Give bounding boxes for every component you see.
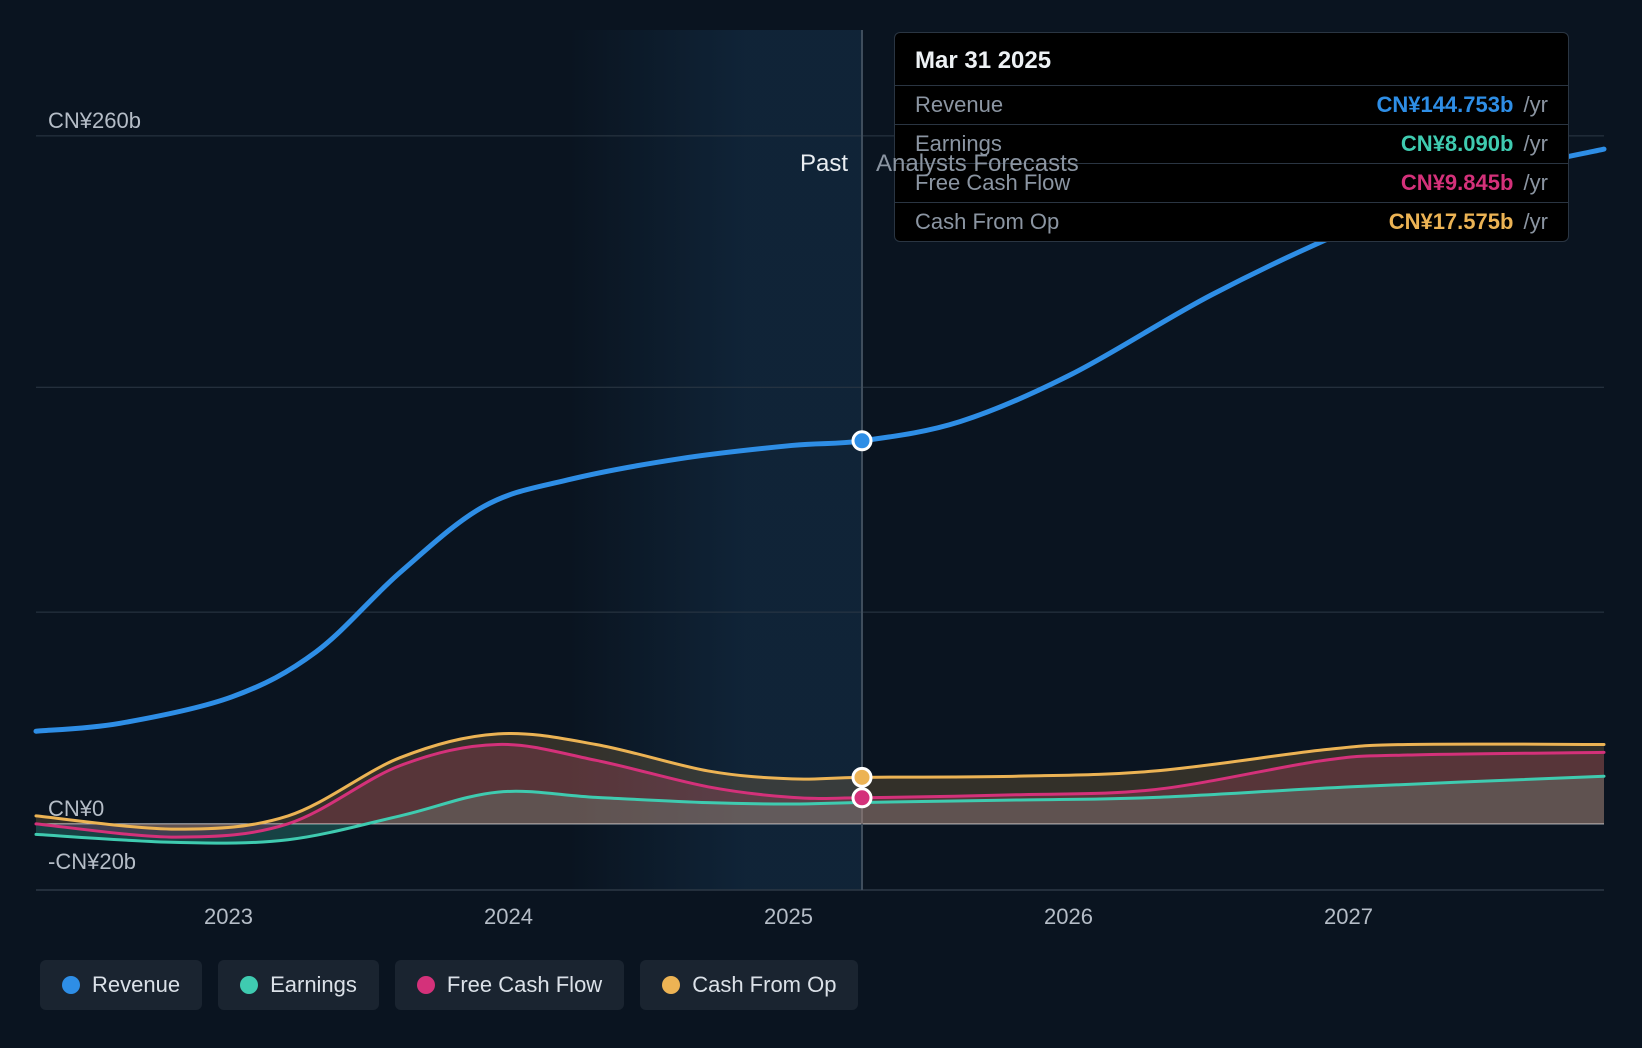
legend-item-cash_from_op[interactable]: Cash From Op xyxy=(640,960,858,1010)
tooltip-row-value: CN¥8.090b /yr xyxy=(1401,131,1548,157)
tooltip-row-value: CN¥144.753b /yr xyxy=(1376,92,1548,118)
legend-item-free_cash_flow[interactable]: Free Cash Flow xyxy=(395,960,624,1010)
legend-item-label: Earnings xyxy=(270,972,357,998)
legend-item-label: Cash From Op xyxy=(692,972,836,998)
legend-item-revenue[interactable]: Revenue xyxy=(40,960,202,1010)
x-tick-label: 2027 xyxy=(1324,904,1373,930)
forecast-label: Analysts Forecasts xyxy=(876,150,1079,178)
tooltip-row-value: CN¥9.845b /yr xyxy=(1401,170,1548,196)
y-tick-label: -CN¥20b xyxy=(48,849,136,875)
past-label: Past xyxy=(800,150,848,178)
legend-dot-icon xyxy=(62,976,80,994)
legend-dot-icon xyxy=(417,976,435,994)
tooltip-row: Revenue CN¥144.753b /yr xyxy=(895,86,1568,125)
tooltip-row-label: Revenue xyxy=(915,92,1003,118)
legend-item-earnings[interactable]: Earnings xyxy=(218,960,379,1010)
tooltip-row-value: CN¥17.575b /yr xyxy=(1389,209,1548,235)
x-tick-label: 2024 xyxy=(484,904,533,930)
chart-legend: Revenue Earnings Free Cash Flow Cash From O… xyxy=(40,960,858,1010)
legend-dot-icon xyxy=(240,976,258,994)
x-tick-label: 2025 xyxy=(764,904,813,930)
legend-dot-icon xyxy=(662,976,680,994)
x-tick-label: 2023 xyxy=(204,904,253,930)
legend-item-label: Revenue xyxy=(92,972,180,998)
legend-item-label: Free Cash Flow xyxy=(447,972,602,998)
y-tick-label: CN¥0 xyxy=(48,796,104,822)
tooltip-row-label: Cash From Op xyxy=(915,209,1059,235)
chart-tooltip: Mar 31 2025 RevenueCN¥144.753b /yrEarnin… xyxy=(894,32,1569,242)
tooltip-row: Cash From Op CN¥17.575b /yr xyxy=(895,203,1568,241)
tooltip-title: Mar 31 2025 xyxy=(895,33,1568,86)
chart-container: Mar 31 2025 Revenue CN¥144.753b /yr Earnin… xyxy=(0,0,1642,1048)
y-tick-label: CN¥260b xyxy=(48,108,141,134)
x-tick-label: 2026 xyxy=(1044,904,1093,930)
